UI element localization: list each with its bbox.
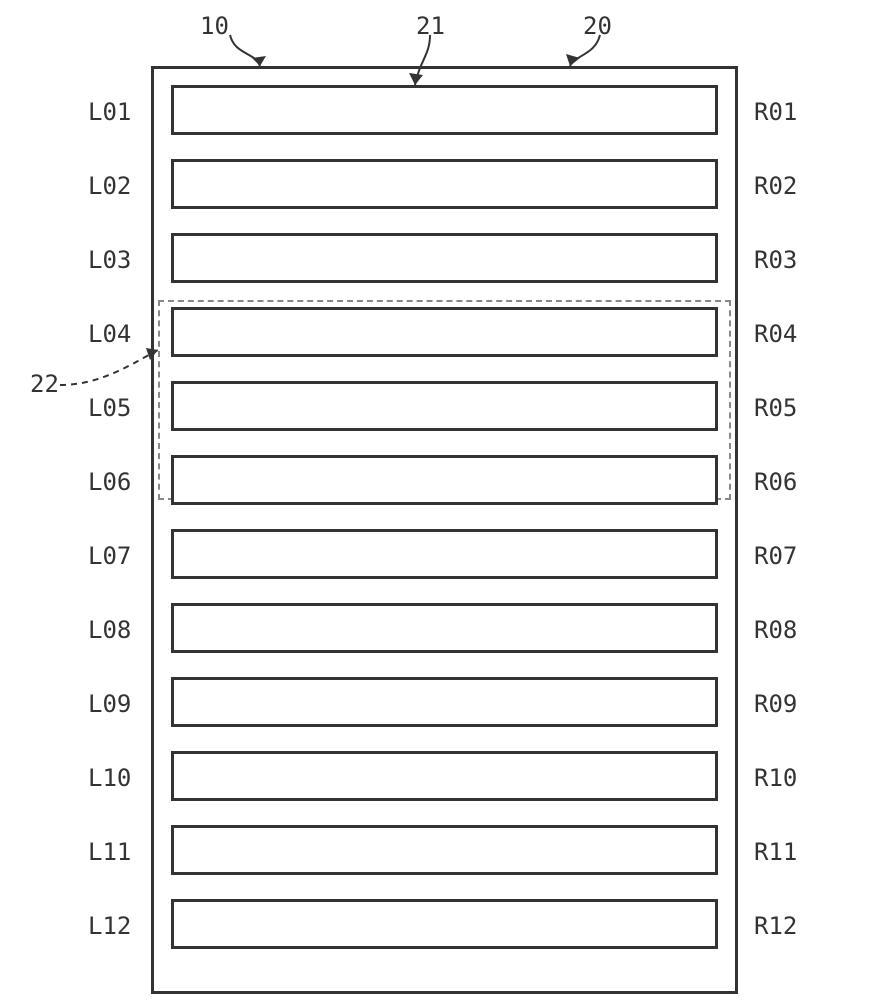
row-label-left: L02 bbox=[88, 172, 131, 200]
row-label-left: L11 bbox=[88, 838, 131, 866]
bar-row bbox=[171, 603, 718, 653]
callout-label-22: 22 bbox=[30, 370, 59, 398]
row-label-right: R07 bbox=[754, 542, 797, 570]
bar-row bbox=[171, 307, 718, 357]
callout-label-10: 10 bbox=[200, 12, 229, 40]
row-label-left: L06 bbox=[88, 468, 131, 496]
row-label-right: R01 bbox=[754, 98, 797, 126]
bar-row bbox=[171, 677, 718, 727]
row-label-left: L12 bbox=[88, 912, 131, 940]
row-label-left: L03 bbox=[88, 246, 131, 274]
bar-row bbox=[171, 233, 718, 283]
bar-row bbox=[171, 159, 718, 209]
callout-label-21: 21 bbox=[416, 12, 445, 40]
row-label-right: R04 bbox=[754, 320, 797, 348]
row-label-left: L08 bbox=[88, 616, 131, 644]
bar-row bbox=[171, 899, 718, 949]
row-label-right: R10 bbox=[754, 764, 797, 792]
row-label-right: R11 bbox=[754, 838, 797, 866]
row-label-left: L01 bbox=[88, 98, 131, 126]
bar-row bbox=[171, 455, 718, 505]
bar-row bbox=[171, 529, 718, 579]
row-label-right: R03 bbox=[754, 246, 797, 274]
bar-row bbox=[171, 825, 718, 875]
row-label-left: L05 bbox=[88, 394, 131, 422]
row-label-left: L07 bbox=[88, 542, 131, 570]
row-label-right: R02 bbox=[754, 172, 797, 200]
row-label-right: R06 bbox=[754, 468, 797, 496]
bar-row bbox=[171, 85, 718, 135]
row-label-left: L04 bbox=[88, 320, 131, 348]
row-label-left: L10 bbox=[88, 764, 131, 792]
bar-row bbox=[171, 381, 718, 431]
callout-label-20: 20 bbox=[583, 12, 612, 40]
row-label-right: R12 bbox=[754, 912, 797, 940]
row-label-right: R05 bbox=[754, 394, 797, 422]
row-label-left: L09 bbox=[88, 690, 131, 718]
bar-row bbox=[171, 751, 718, 801]
row-label-right: R09 bbox=[754, 690, 797, 718]
row-label-right: R08 bbox=[754, 616, 797, 644]
